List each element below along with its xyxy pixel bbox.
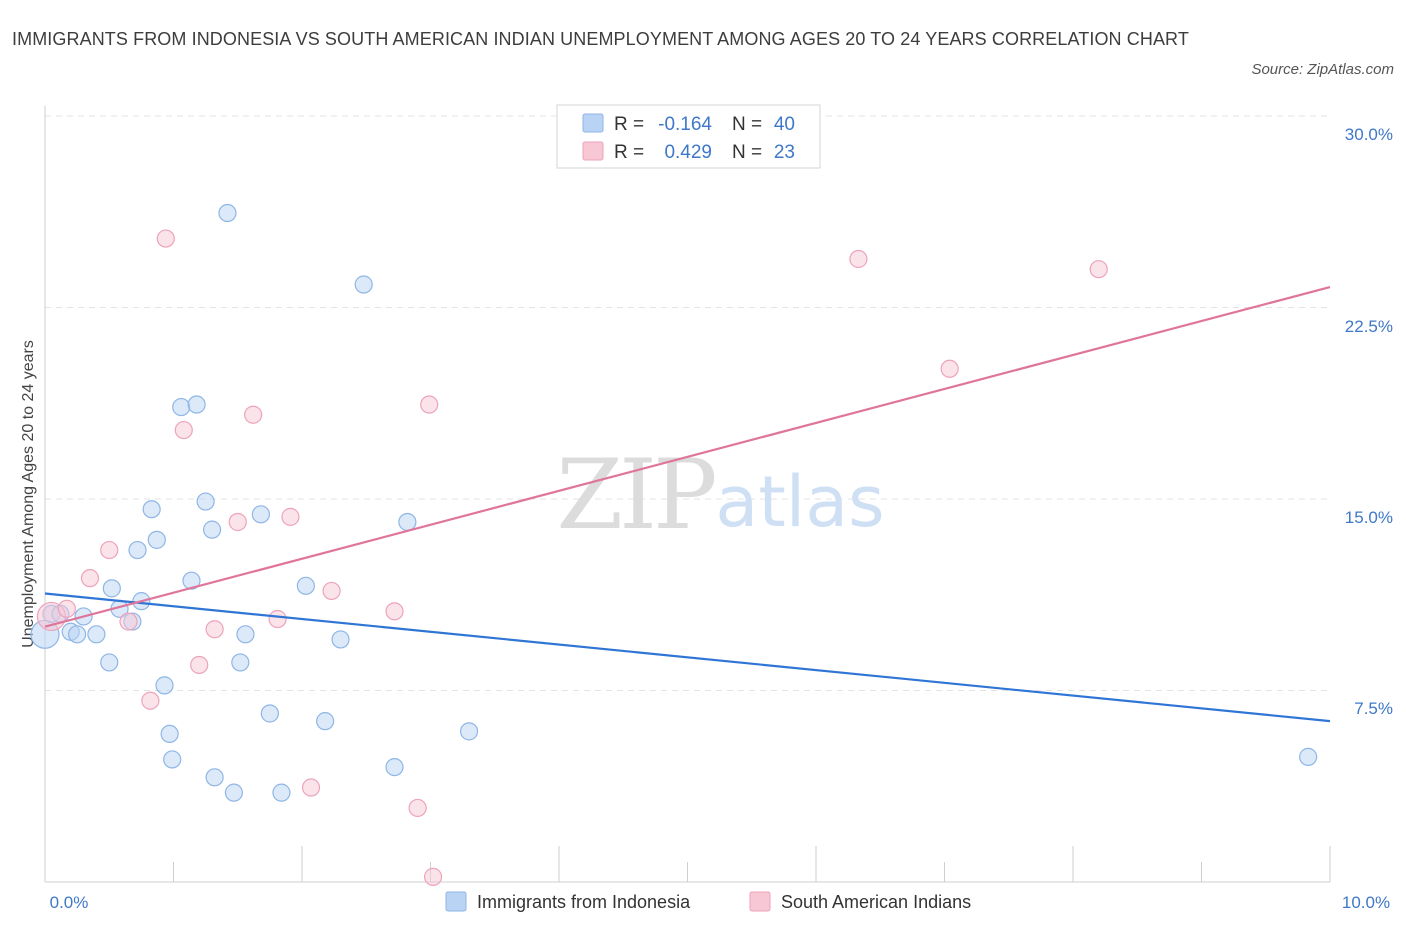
indonesia-point-30[interactable] [272,783,291,802]
legend-swatch-indonesia[interactable] [445,891,467,912]
indonesia-point-29[interactable] [260,704,279,723]
grid-lines [45,115,1330,691]
sai-point-18[interactable] [420,395,439,414]
indonesia-point-22[interactable] [202,520,222,539]
y-tick-label-7-5: 7.5% [1354,699,1393,718]
indonesia-point-32[interactable] [316,712,335,731]
indonesia-point-21[interactable] [196,492,215,511]
indonesia-point-37[interactable] [459,722,479,741]
sai-point-21[interactable] [940,359,959,378]
indonesia-point-11[interactable] [128,540,147,560]
sai-point-12[interactable] [268,609,287,629]
watermark-zip: ZIP [556,439,715,551]
stats-r-label-pink: R = [614,142,644,163]
stats-n-value-pink: 23 [774,142,795,163]
indonesia-point-33[interactable] [331,630,350,649]
sai-point-14[interactable] [301,778,321,797]
indonesia-point-25[interactable] [224,783,243,802]
y-axis-label: Unemployment Among Ages 20 to 24 years [20,340,37,648]
indonesia-point-6[interactable] [87,625,106,644]
series-legend: Immigrants from Indonesia South American… [445,891,971,912]
x-tick-label-min: 0.0% [50,893,89,912]
trend-lines [44,286,1331,723]
y-tick-label-15: 15.0% [1345,508,1393,527]
stats-r-label-blue: R = [614,114,644,135]
indonesia-point-38[interactable] [1299,747,1318,766]
indonesia-point-26[interactable] [231,653,250,672]
series-south-american-indians-points [36,229,1108,886]
sai-point-1[interactable] [57,599,76,618]
indonesia-point-18[interactable] [172,397,191,417]
indonesia-point-17[interactable] [163,750,182,769]
sai-point-20[interactable] [849,249,868,269]
indonesia-point-23[interactable] [205,768,224,787]
indonesia-point-4[interactable] [68,625,87,644]
stats-legend-swatch-blue [582,113,604,133]
indonesia-point-36[interactable] [398,512,417,532]
stats-legend: R = -0.164 N = 40 R = 0.429 N = 23 [556,104,821,169]
indonesia-point-8[interactable] [102,579,121,598]
indonesia-point-7[interactable] [100,653,119,672]
legend-swatch-south-american-indians[interactable] [749,891,771,912]
trend-line-indonesia [44,592,1331,723]
sai-point-6[interactable] [156,229,175,248]
stats-r-value-blue: -0.164 [658,114,712,135]
indonesia-point-16[interactable] [160,724,179,744]
stats-n-value-blue: 40 [774,114,795,135]
source-label: Source: ZipAtlas.com [1251,61,1394,78]
indonesia-point-35[interactable] [385,757,404,777]
sai-point-3[interactable] [100,540,119,560]
indonesia-point-20[interactable] [187,395,206,414]
sai-point-9[interactable] [205,620,224,639]
stats-n-label-blue: N = [732,114,762,135]
chart-title: IMMIGRANTS FROM INDONESIA VS SOUTH AMERI… [12,29,1189,49]
y-tick-label-30: 30.0% [1345,125,1393,144]
tick-labels: 0.0% 10.0% 7.5% 15.0% 22.5% 30.0% [50,125,1393,912]
legend-label-south-american-indians[interactable]: South American Indians [781,892,971,912]
sai-point-15[interactable] [322,581,341,601]
y-tick-label-22-5: 22.5% [1345,317,1393,336]
sai-point-16[interactable] [385,602,404,621]
sai-point-13[interactable] [281,507,300,526]
indonesia-point-24[interactable] [218,203,237,223]
indonesia-point-31[interactable] [296,576,315,595]
sai-point-2[interactable] [80,569,100,588]
x-tick-label-max: 10.0% [1342,893,1390,912]
stats-legend-swatch-pink [582,141,604,161]
sai-point-19[interactable] [423,867,443,886]
trend-line-south-american-indians [44,286,1331,628]
watermark: ZIP atlas [556,439,884,551]
sai-point-8[interactable] [190,655,209,675]
sai-point-11[interactable] [244,405,263,424]
sai-point-4[interactable] [119,612,138,631]
legend-label-indonesia[interactable]: Immigrants from Indonesia [477,892,691,912]
indonesia-point-28[interactable] [251,505,270,524]
indonesia-point-15[interactable] [155,676,174,695]
indonesia-point-27[interactable] [236,625,255,644]
indonesia-point-13[interactable] [142,500,161,519]
watermark-atlas: atlas [715,461,884,543]
sai-point-17[interactable] [408,798,427,818]
sai-point-5[interactable] [141,691,160,710]
indonesia-point-19[interactable] [182,571,201,590]
stats-r-value-pink: 0.429 [664,142,712,163]
indonesia-point-14[interactable] [147,530,166,549]
sai-point-22[interactable] [1089,260,1108,279]
stats-n-label-pink: N = [732,142,762,163]
axes [44,106,1331,883]
indonesia-point-34[interactable] [354,275,373,294]
sai-point-10[interactable] [228,512,247,532]
sai-point-7[interactable] [174,420,193,440]
